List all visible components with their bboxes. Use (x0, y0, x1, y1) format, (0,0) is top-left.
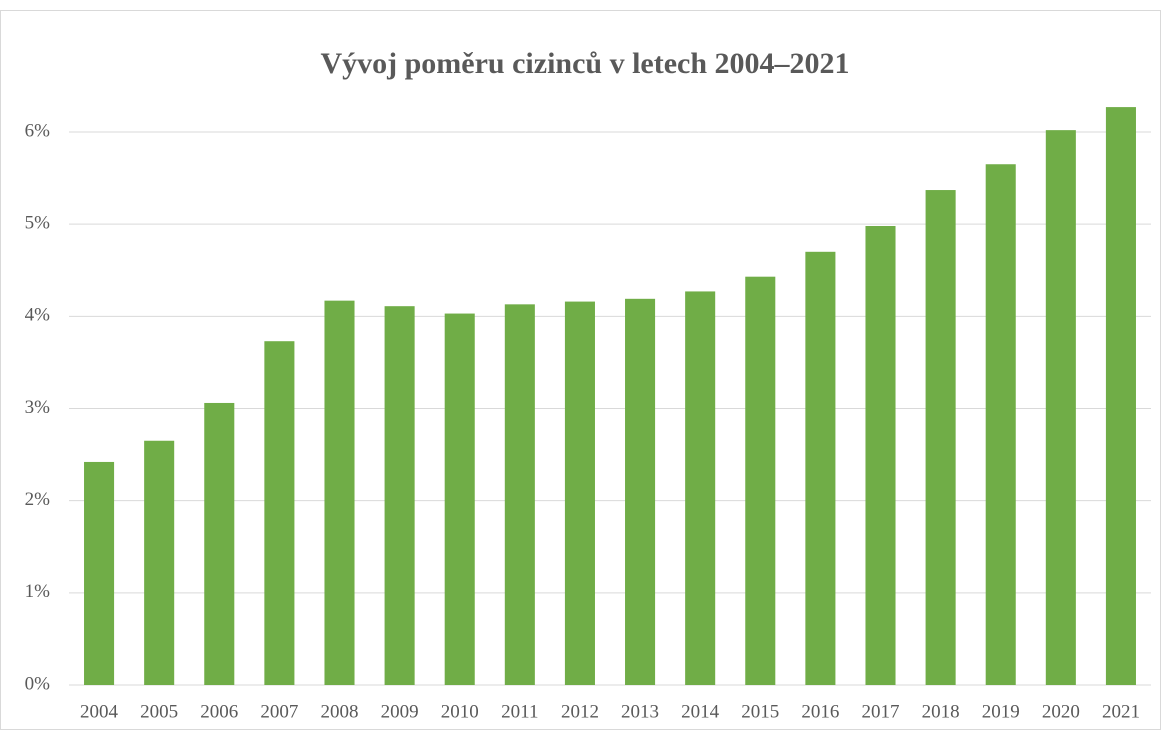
y-tick-label: 1% (25, 581, 51, 602)
x-tick-label: 2008 (321, 701, 359, 722)
bar (925, 190, 956, 685)
bar (805, 251, 836, 685)
bar (204, 402, 235, 685)
bar (84, 461, 115, 685)
x-tick-label: 2020 (1042, 701, 1080, 722)
x-tick-label: 2007 (260, 701, 298, 722)
x-tick-label: 2004 (80, 701, 119, 722)
bar (985, 164, 1016, 685)
x-tick-label: 2019 (982, 701, 1020, 722)
bar (1045, 130, 1076, 685)
bar (745, 276, 776, 685)
bar (384, 306, 415, 685)
bar (1105, 107, 1136, 685)
bar (144, 440, 175, 685)
y-tick-label: 4% (25, 305, 51, 326)
x-tick-label: 2013 (621, 701, 659, 722)
y-tick-label: 5% (25, 213, 51, 234)
x-tick-label: 2010 (441, 701, 479, 722)
bar (264, 341, 295, 685)
bar (625, 298, 656, 685)
x-tick-label: 2017 (862, 701, 900, 722)
x-tick-label: 2018 (922, 701, 960, 722)
x-tick-label: 2012 (561, 701, 599, 722)
y-tick-label: 3% (25, 397, 51, 418)
bar (504, 304, 535, 685)
x-tick-label: 2015 (741, 701, 779, 722)
x-tick-label: 2009 (381, 701, 419, 722)
x-tick-label: 2014 (681, 701, 720, 722)
y-tick-label: 6% (25, 120, 51, 141)
bar (324, 300, 355, 685)
bar (685, 291, 716, 685)
bar (564, 301, 595, 685)
bar (444, 313, 475, 685)
x-tick-label: 2011 (501, 701, 538, 722)
x-tick-label: 2005 (140, 701, 178, 722)
bar (865, 225, 896, 685)
chart-title: Vývoj poměru cizinců v letech 2004–2021 (320, 47, 849, 80)
y-tick-label: 0% (25, 673, 51, 694)
y-tick-label: 2% (25, 489, 51, 510)
x-tick-label: 2016 (801, 701, 839, 722)
x-tick-label: 2006 (200, 701, 238, 722)
x-tick-label: 2021 (1102, 701, 1140, 722)
